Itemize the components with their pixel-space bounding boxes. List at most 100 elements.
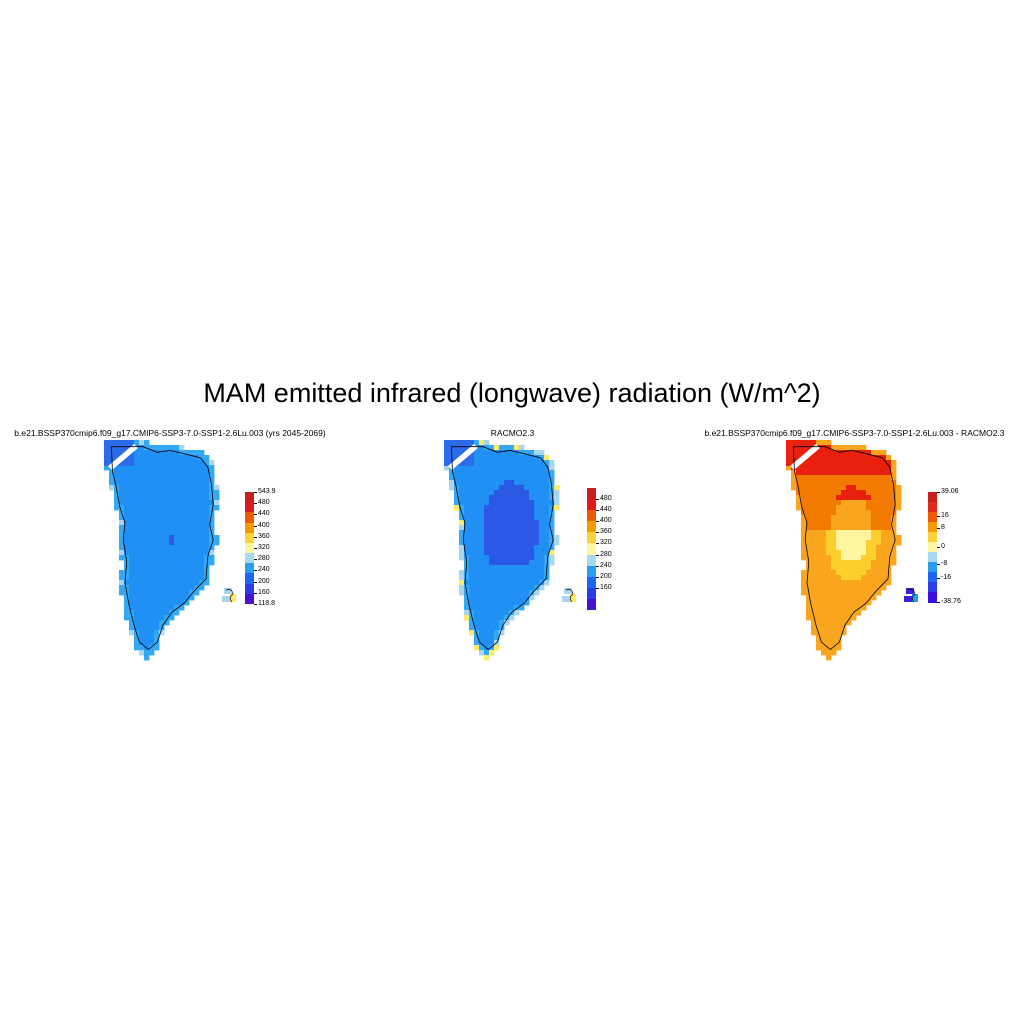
grid-cell (194, 565, 200, 571)
grid-cell (454, 505, 460, 511)
grid-cell (474, 560, 480, 566)
grid-cell (199, 470, 205, 476)
grid-cell (881, 505, 887, 511)
grid-cell (876, 535, 882, 541)
grid-cell (514, 595, 520, 601)
grid-cell (459, 540, 465, 546)
grid-cell (861, 565, 867, 571)
grid-cell (149, 590, 155, 596)
grid-cell (841, 485, 847, 491)
grid-cell (464, 470, 470, 476)
grid-cell (504, 510, 510, 516)
grid-cell (856, 520, 862, 526)
grid-cell (539, 475, 545, 481)
grid-cell (194, 560, 200, 566)
grid-cell (134, 575, 140, 581)
grid-cell (524, 595, 530, 601)
grid-cell (856, 540, 862, 546)
grid-cell (124, 510, 130, 516)
grid-cell (821, 645, 827, 651)
grid-cell (826, 560, 832, 566)
grid-cell (184, 555, 190, 561)
grid-cell (504, 585, 510, 591)
grid-cell (504, 575, 510, 581)
grid-cell (459, 545, 465, 551)
grid-cell (474, 515, 480, 521)
grid-cell (891, 560, 897, 566)
grid-cell (494, 455, 500, 461)
grid-cell (169, 540, 175, 546)
grid-cell (836, 585, 842, 591)
grid-cell (469, 590, 475, 596)
grid-cell (489, 455, 495, 461)
grid-cell (886, 505, 892, 511)
grid-cell (474, 625, 480, 631)
grid-cell (851, 480, 857, 486)
grid-cell (479, 565, 485, 571)
grid-cell (876, 450, 882, 456)
grid-cell (124, 520, 130, 526)
grid-cell (174, 495, 180, 501)
grid-cell (826, 545, 832, 551)
grid-cell (164, 560, 170, 566)
grid-cell (459, 475, 465, 481)
grid-cell (514, 485, 520, 491)
grid-cell (194, 490, 200, 496)
grid-cell (174, 510, 180, 516)
grid-cell (184, 475, 190, 481)
grid-cell (179, 500, 185, 506)
grid-cell (871, 555, 877, 561)
grid-cell (144, 475, 150, 481)
grid-cell (846, 505, 852, 511)
grid-cell (159, 485, 165, 491)
grid-cell (499, 545, 505, 551)
grid-cell (474, 485, 480, 491)
grid-cell (484, 560, 490, 566)
grid-cell (871, 500, 877, 506)
grid-cell (534, 525, 540, 531)
colorbar-label: 240 (258, 566, 270, 574)
grid-cell (861, 540, 867, 546)
grid-cell (891, 470, 897, 476)
grid-cell (464, 535, 470, 541)
grid-cell (169, 545, 175, 551)
grid-cell (479, 640, 485, 646)
grid-cell (159, 615, 165, 621)
grid-cell (806, 605, 812, 611)
grid-cell (816, 580, 822, 586)
grid-cell (159, 595, 165, 601)
grid-cell (831, 515, 837, 521)
grid-cell (199, 535, 205, 541)
grid-cell (164, 510, 170, 516)
grid-cell (489, 545, 495, 551)
grid-cell (891, 555, 897, 561)
grid-cell (851, 590, 857, 596)
grid-cell (544, 495, 550, 501)
grid-cell (494, 625, 500, 631)
grid-cell (459, 505, 465, 511)
colorbar-label: 360 (600, 528, 612, 536)
grid-cell (164, 465, 170, 471)
grid-cell (514, 470, 520, 476)
grid-cell (509, 505, 515, 511)
grid-cell (474, 605, 480, 611)
grid-cell (134, 480, 140, 486)
grid-cell (544, 505, 550, 511)
grid-cell (459, 530, 465, 536)
greenland-map-difference (786, 440, 918, 661)
grid-cell (831, 590, 837, 596)
grid-cell (841, 535, 847, 541)
colorbar-segment (928, 512, 937, 523)
grid-cell (504, 450, 510, 456)
grid-cell (504, 460, 510, 466)
grid-cell (464, 570, 470, 576)
grid-cell (821, 550, 827, 556)
grid-cell (816, 615, 822, 621)
colorbar-tick (254, 570, 257, 572)
grid-cell (509, 475, 515, 481)
grid-cell (821, 590, 827, 596)
grid-cell (164, 595, 170, 601)
grid-cell (144, 440, 150, 446)
grid-cell (479, 440, 485, 446)
grid-cell (129, 520, 135, 526)
